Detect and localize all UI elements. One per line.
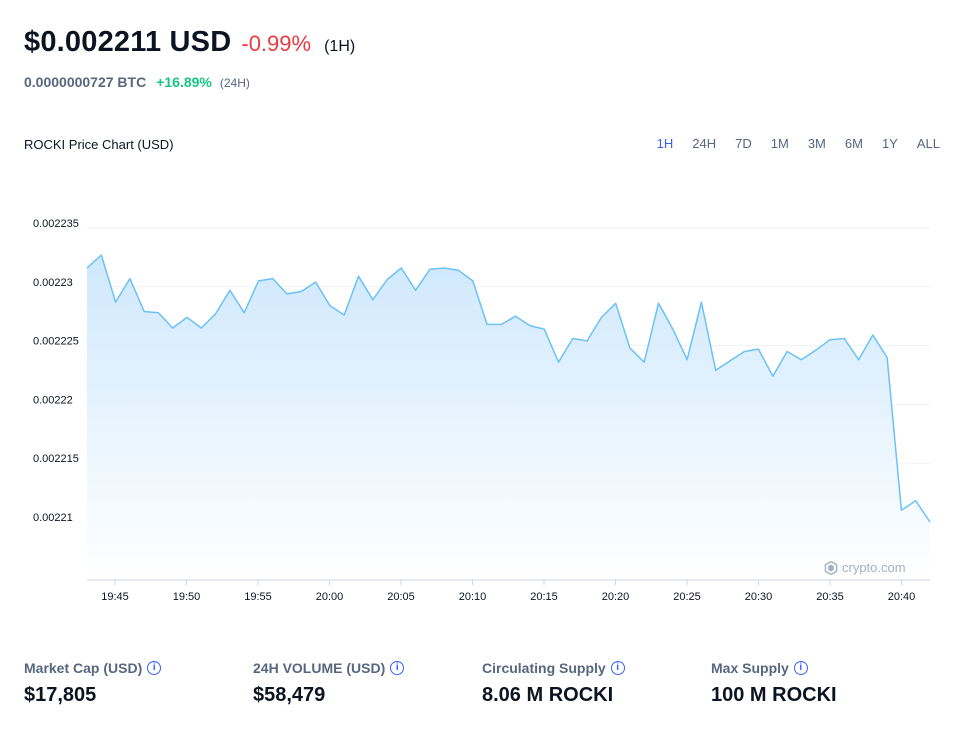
btc-row: 0.0000000727 BTC +16.89% (24H)	[24, 74, 250, 90]
y-tick-label: 0.002225	[33, 336, 79, 348]
chart-title: ROCKI Price Chart (USD)	[24, 137, 174, 152]
range-1y[interactable]: 1Y	[881, 136, 898, 151]
stat-label: Market Cap (USD)	[24, 660, 143, 676]
price-area	[87, 255, 930, 580]
price-change-period: (1H)	[324, 38, 356, 55]
y-tick-label: 0.002235	[33, 218, 79, 230]
x-tick-label: 20:15	[530, 591, 558, 603]
range-6m[interactable]: 6M	[844, 136, 863, 151]
watermark: crypto.com	[824, 560, 906, 575]
info-icon[interactable]: i	[147, 661, 162, 675]
info-icon[interactable]: i	[610, 661, 625, 675]
x-tick-label: 20:10	[459, 591, 487, 603]
info-icon[interactable]: i	[390, 661, 405, 675]
range-7d[interactable]: 7D	[735, 136, 752, 151]
stat-value: $17,805	[24, 684, 97, 706]
range-1m[interactable]: 1M	[770, 136, 789, 151]
stat-value: $58,479	[253, 684, 326, 706]
x-tick-label: 20:00	[316, 591, 344, 603]
price-row: $0.002211 USD -0.99% (1H)	[24, 26, 355, 59]
x-tick-label: 20:40	[888, 591, 916, 603]
btc-change-period: (24H)	[219, 76, 250, 90]
stat-volume: 24H VOLUME (USD) i $58,479	[253, 660, 482, 707]
price-usd: $0.002211 USD	[24, 26, 232, 58]
range-24h[interactable]: 24H	[692, 136, 717, 151]
range-all[interactable]: ALL	[916, 136, 940, 151]
stat-label: Circulating Supply	[482, 660, 606, 676]
price-change-1h: -0.99%	[241, 31, 312, 56]
info-icon[interactable]: i	[793, 661, 808, 675]
x-tick-label: 20:35	[816, 591, 844, 603]
x-tick-label: 19:45	[101, 591, 129, 603]
stat-max-supply: Max Supply i 100 M ROCKI	[711, 660, 940, 707]
stat-market-cap: Market Cap (USD) i $17,805	[24, 660, 253, 707]
btc-change-24h: +16.89%	[156, 74, 212, 90]
range-3m[interactable]: 3M	[807, 136, 826, 151]
y-tick-label: 0.00222	[33, 394, 73, 406]
range-1h[interactable]: 1H	[656, 136, 674, 151]
stat-label: 24H VOLUME (USD)	[253, 660, 386, 676]
stat-value: 8.06 M ROCKI	[482, 684, 614, 706]
x-tick-label: 20:25	[673, 591, 701, 603]
x-tick-label: 19:50	[173, 591, 201, 603]
price-chart[interactable]: 0.002235 0.00223 0.002225 0.00222 0.002215 0.…	[0, 0, 964, 620]
range-selector: 1H 24H 7D 1M 3M 6M 1Y ALL	[638, 136, 940, 151]
stat-circulating-supply: Circulating Supply i 8.06 M ROCKI	[482, 660, 711, 707]
stat-label: Max Supply	[711, 660, 789, 676]
stats-row: Market Cap (USD) i $17,805 24H VOLUME (U…	[24, 660, 940, 707]
x-tick-label: 20:05	[387, 591, 415, 603]
stat-value: 100 M ROCKI	[711, 684, 837, 706]
y-tick-label: 0.00221	[33, 512, 73, 524]
crypto-com-logo-icon	[824, 560, 838, 575]
price-btc: 0.0000000727 BTC	[24, 74, 147, 90]
watermark-text: crypto.com	[842, 560, 906, 575]
price-line	[86, 254, 931, 523]
y-tick-label: 0.002215	[33, 453, 79, 465]
x-tick-label: 20:20	[602, 591, 630, 603]
x-tick-label: 20:30	[745, 591, 773, 603]
y-tick-label: 0.00223	[33, 277, 73, 289]
x-tick-label: 19:55	[244, 591, 272, 603]
